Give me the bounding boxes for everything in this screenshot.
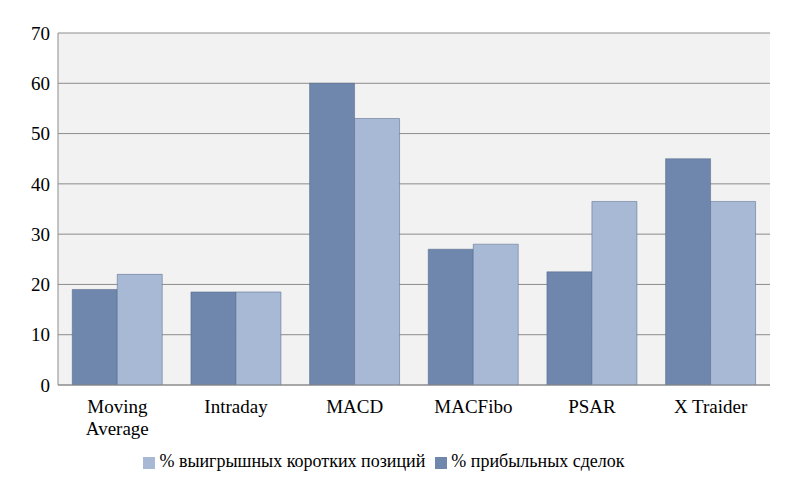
- svg-text:30: 30: [31, 224, 50, 245]
- svg-text:MovingAverage: MovingAverage: [86, 396, 149, 439]
- svg-text:20: 20: [31, 274, 50, 295]
- svg-text:MACFibo: MACFibo: [434, 396, 512, 417]
- svg-text:MACD: MACD: [326, 396, 383, 417]
- svg-text:X Traider: X Traider: [674, 396, 748, 417]
- html-text:% выигрышных коротких позиций: % выигрышных коротких позиций: [159, 451, 426, 471]
- svg-text:Intraday: Intraday: [204, 396, 268, 417]
- svg-text:50: 50: [31, 123, 50, 144]
- svg-text:0: 0: [41, 375, 51, 396]
- svg-text:40: 40: [31, 174, 50, 195]
- html-text:% прибыльных сделок: % прибыльных сделок: [451, 451, 625, 471]
- svg-text:60: 60: [31, 73, 50, 94]
- svg-text:10: 10: [31, 324, 50, 345]
- svg-text:70: 70: [31, 23, 50, 44]
- svg-text:PSAR: PSAR: [568, 396, 616, 417]
